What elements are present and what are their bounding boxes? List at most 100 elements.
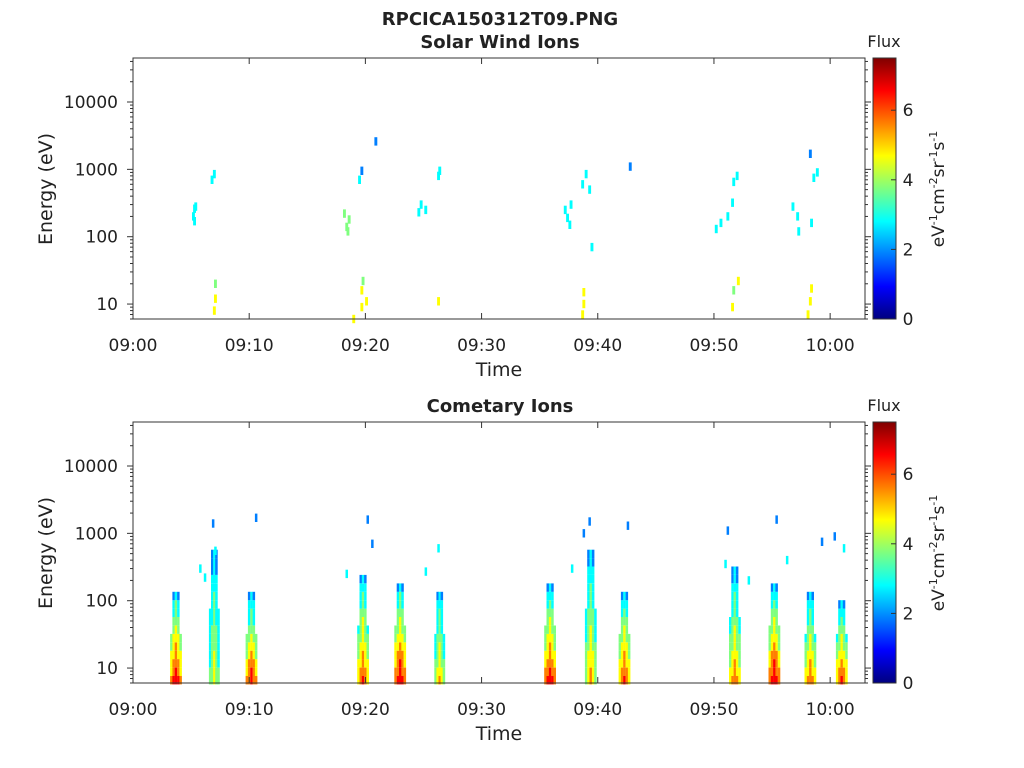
heatmap-cell [548,617,552,626]
heatmap-cell [733,625,737,634]
heatmap-cell [250,617,253,626]
heatmap-cell [250,608,253,617]
heatmap-cell [623,676,626,685]
heatmap-cell [618,642,622,651]
heatmap-cell [591,591,595,601]
heatmap-cell [813,676,817,685]
heatmap-cell [618,676,622,685]
heatmap-cell [627,676,631,685]
heatmap-cell [213,659,216,668]
heatmap-cell [170,659,173,668]
heatmap-cell [396,650,400,660]
heatmap-cell [729,642,732,651]
heatmap-cell [250,659,253,668]
heatmap-cell [174,591,178,601]
heatmap-cell [211,608,214,617]
heatmap-cell [366,515,369,524]
heatmap-cell [438,676,441,685]
heatmap-cell [806,617,810,626]
heatmap-cell [775,659,778,668]
heatmap-cell [773,625,776,634]
heatmap-cell [399,633,402,643]
heatmap-cell [811,667,814,676]
heatmap-cell [170,642,173,651]
heatmap-cell [735,650,739,660]
heatmap-cell [440,667,444,676]
heatmap-cell [177,617,180,626]
heatmap-cell [804,676,807,685]
heatmap-cell [440,642,444,651]
heatmap-cell [250,667,253,676]
heatmap-cell [623,591,626,601]
heatmap-cell [589,608,592,617]
heatmap-cell [213,574,216,584]
heatmap-cell [838,650,841,660]
heatmap-cell [840,600,843,609]
heatmap-cell [214,279,217,288]
heatmap-cell [835,650,839,660]
heatmap-cell [177,625,180,634]
heatmap-cell [620,600,624,609]
x-tick-label: 10:00 [806,700,855,720]
heatmap-cell [440,650,444,660]
heatmap-cell [838,633,841,643]
heatmap-cell [434,667,437,676]
heatmap-cell [731,566,734,575]
heatmap-cell [434,642,437,651]
x-tick-label: 09:40 [573,700,622,720]
heatmap-cell [738,667,741,676]
heatmap-cell [401,650,404,660]
heatmap-cell [403,667,407,676]
y-tick-label: 100 [86,592,118,612]
heatmap-cell [584,659,588,668]
heatmap-cell [842,608,846,617]
heatmap-cell [738,617,741,626]
heatmap-cell [809,650,812,660]
heatmap-cell [618,667,622,676]
heatmap-cell [570,564,574,573]
heatmap-cell [594,650,597,660]
heatmap-cell [366,676,369,685]
heatmap-cell [399,617,402,626]
heatmap-cell [733,659,737,668]
heatmap-cell [548,591,552,601]
x-tick-label: 09:10 [225,700,274,720]
heatmap-cell [589,617,592,626]
heatmap-cell [365,297,368,306]
heatmap-cell [626,521,630,530]
heatmap-cell [213,667,216,676]
heatmap-cell [438,667,441,676]
heatmap-cell [436,617,439,626]
heatmap-cell [731,633,734,643]
heatmap-cell [731,574,734,584]
heatmap-cell [594,667,597,676]
heatmap-cell [838,642,841,651]
heatmap-cell [245,676,249,685]
panel-solar-wind: Solar Wind Ions 10 100 1000 10000 09:00 09:1… [35,32,949,381]
heatmap-cell [587,625,590,634]
colorbar-tick-label: 0 [903,310,914,330]
heatmap-cell [581,310,585,319]
heatmap-cell [544,659,547,668]
heatmap-cell [773,617,776,626]
heatmap-cell [208,617,212,626]
heatmap-cell [620,667,624,676]
heatmap-cell [842,617,846,626]
heatmap-cell [589,659,592,668]
heatmap-cell [809,676,812,685]
heatmap-cell [731,642,734,651]
heatmap-cell [589,625,592,634]
heatmap-cell [394,642,397,651]
heatmap-cell [252,667,256,676]
heatmap-cell [775,633,778,643]
heatmap-cell [840,617,843,626]
heatmap-cell [804,642,807,651]
heatmap-cell [732,177,736,187]
heatmap-cell [620,625,624,634]
x-ticks: 09:00 09:10 09:20 09:30 09:40 09:50 10:00 [109,58,855,356]
heatmap-cell [773,650,776,660]
heatmap-cell [775,591,778,601]
heatmap-cell [842,650,846,660]
heatmap-cell [733,617,737,626]
heatmap-cell [735,600,739,609]
